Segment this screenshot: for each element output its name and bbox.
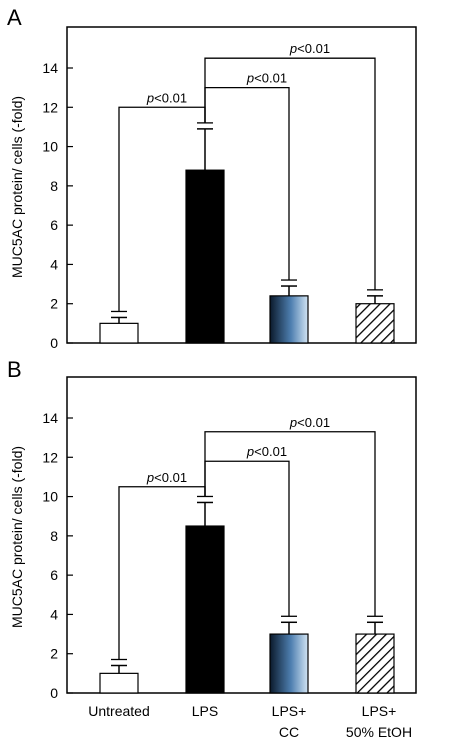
- panel-a-y-axis-label: MUC5AC protein/ cells (-fold): [9, 96, 25, 278]
- panel-b-p-value: <0.01: [254, 444, 287, 459]
- panel-b-p-value: <0.01: [154, 470, 187, 485]
- panel-a-plot-frame: [66, 26, 417, 344]
- panel-b-bar: [99, 672, 139, 694]
- panel-a-axis: 0 2 4 6 8 10 12 14: [42, 26, 417, 351]
- panel-b-letter: B: [7, 357, 22, 382]
- panel-b-p-value: <0.01: [297, 415, 330, 430]
- panel-b-category-label: LPS+: [272, 703, 307, 719]
- panel-a-significance-bracket: [204, 57, 376, 290]
- panel-b-category-label: CC: [279, 724, 299, 740]
- panel-b-p-symbol: p: [289, 415, 297, 430]
- panel-b-p-symbol: p: [146, 470, 154, 485]
- panel-a-y-tick-label: 0: [50, 335, 58, 351]
- panel-a-y-tick-label: 4: [50, 256, 58, 272]
- panel-b-y-tick-label: 2: [50, 646, 58, 662]
- panel-b-bar: [185, 525, 225, 694]
- panel-a-p-symbol: p: [246, 71, 254, 86]
- panel-b-category-label: LPS: [192, 703, 218, 719]
- panel-a-bar: [99, 322, 139, 344]
- panel-a-y-tick-label: 6: [50, 217, 58, 233]
- panel-b-y-tick-label: 14: [42, 410, 58, 426]
- panel-b-y-tick-label: 0: [50, 685, 58, 701]
- panel-b-y-tick-label: 4: [50, 606, 58, 622]
- panel-a-bar: [185, 169, 225, 344]
- panel-b-bar: [355, 633, 395, 694]
- panel-b-bars: [99, 501, 395, 694]
- panel-a-significance-label: p<0.01: [146, 90, 187, 105]
- panel-b-category-label: LPS+: [362, 703, 397, 719]
- panel-a-significance-label: p<0.01: [289, 41, 330, 56]
- panel-b-significance-label: p<0.01: [146, 470, 187, 485]
- panel-b-bar: [269, 633, 309, 694]
- panel-b-y-tick-label: 6: [50, 567, 58, 583]
- panel-a-p-symbol: p: [146, 90, 154, 105]
- panel-b-y-tick-label: 12: [42, 449, 58, 465]
- panel-a-p-symbol: p: [289, 41, 297, 56]
- panel-a-significance-label: p<0.01: [246, 71, 287, 86]
- panel-b-y-tick-label: 8: [50, 528, 58, 544]
- panel-a-y-tick-label: 14: [42, 60, 58, 76]
- panel-b-y-axis-label: MUC5AC protein/ cells (-fold): [9, 446, 25, 628]
- panel-a-bar: [269, 295, 309, 344]
- panel-b-category-labels: Untreated LPS LPS+ CC LPS+ 50% EtOH: [88, 703, 412, 740]
- panel-b-significance: p<0.01p<0.01p<0.01: [111, 415, 383, 661]
- panel-b-p-symbol: p: [246, 444, 254, 459]
- panel-a-y-tick-label: 8: [50, 178, 58, 194]
- panel-a-y-tick-label: 10: [42, 139, 58, 155]
- panel-a-y-tick-label: 2: [50, 296, 58, 312]
- panel-b-y-tick-label: 10: [42, 489, 58, 505]
- panel-a-bars: [99, 128, 395, 344]
- panel-a-y-tick-label: 12: [42, 99, 58, 115]
- panel-a-bar: [355, 303, 395, 344]
- panel-a-letter: A: [7, 5, 22, 30]
- panel-a-p-value: <0.01: [297, 41, 330, 56]
- panel-b-category-label: Untreated: [88, 703, 149, 719]
- panel-b-plot-frame: [66, 376, 417, 694]
- panel-b: B MUC5AC protein/ cells (-fold) 0 2 4 6 8 10 1…: [7, 357, 417, 740]
- panel-b-significance-label: p<0.01: [289, 415, 330, 430]
- panel-b-axis: 0 2 4 6 8 10 12 14: [42, 376, 417, 701]
- panel-b-category-label: 50% EtOH: [346, 724, 412, 740]
- panel-a: A MUC5AC protein/ cells (-fold) 0 2 4 6 8 10 1…: [7, 5, 417, 351]
- panel-a-significance: p<0.01p<0.01p<0.01: [111, 41, 383, 313]
- panel-b-significance-bracket: [204, 431, 376, 617]
- panel-a-p-value: <0.01: [254, 71, 287, 86]
- panel-b-significance-label: p<0.01: [246, 444, 287, 459]
- panel-a-p-value: <0.01: [154, 90, 187, 105]
